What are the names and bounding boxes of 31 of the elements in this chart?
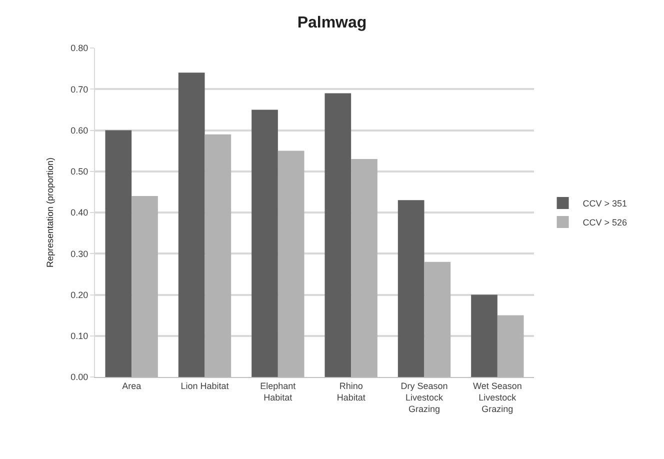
bar [105,130,132,377]
chart-title: Palmwag [297,14,367,32]
bar [398,200,424,377]
bar [324,93,352,377]
y-tick-label: 0.00 [70,372,88,382]
y-tick-label: 0.50 [70,166,88,177]
bar [252,110,278,377]
bar [497,315,524,377]
bar [178,72,205,377]
y-axis-title: Representation (proportion) [45,157,56,268]
bar [278,150,304,377]
x-tick-label: Area [122,380,142,391]
y-tick-label: 0.10 [70,331,88,342]
legend-label: CCV > 526 [582,218,628,228]
bar [471,294,498,377]
x-tick-label: Elephant Habitat [260,380,296,402]
y-tick-label: 0.70 [70,84,88,94]
bar [204,134,232,377]
legend-label: CCV > 351 [582,198,628,209]
x-tick-label: Rhino Habitat [336,380,366,402]
bar [351,159,378,377]
y-tick-label: 0.20 [70,290,88,300]
y-tick-label: 0.60 [70,125,88,136]
x-tick-label: Wet Season Livestock Grazing [472,380,522,414]
x-tick-label: Lion Habitat [180,380,230,391]
y-tick-label: 0.40 [70,208,88,218]
bar [424,262,451,377]
y-tick-label: 0.80 [70,43,88,54]
x-tick-label: Dry Season Livestock Grazing [400,380,448,414]
y-tick-label: 0.30 [70,248,88,259]
bar [132,196,158,377]
